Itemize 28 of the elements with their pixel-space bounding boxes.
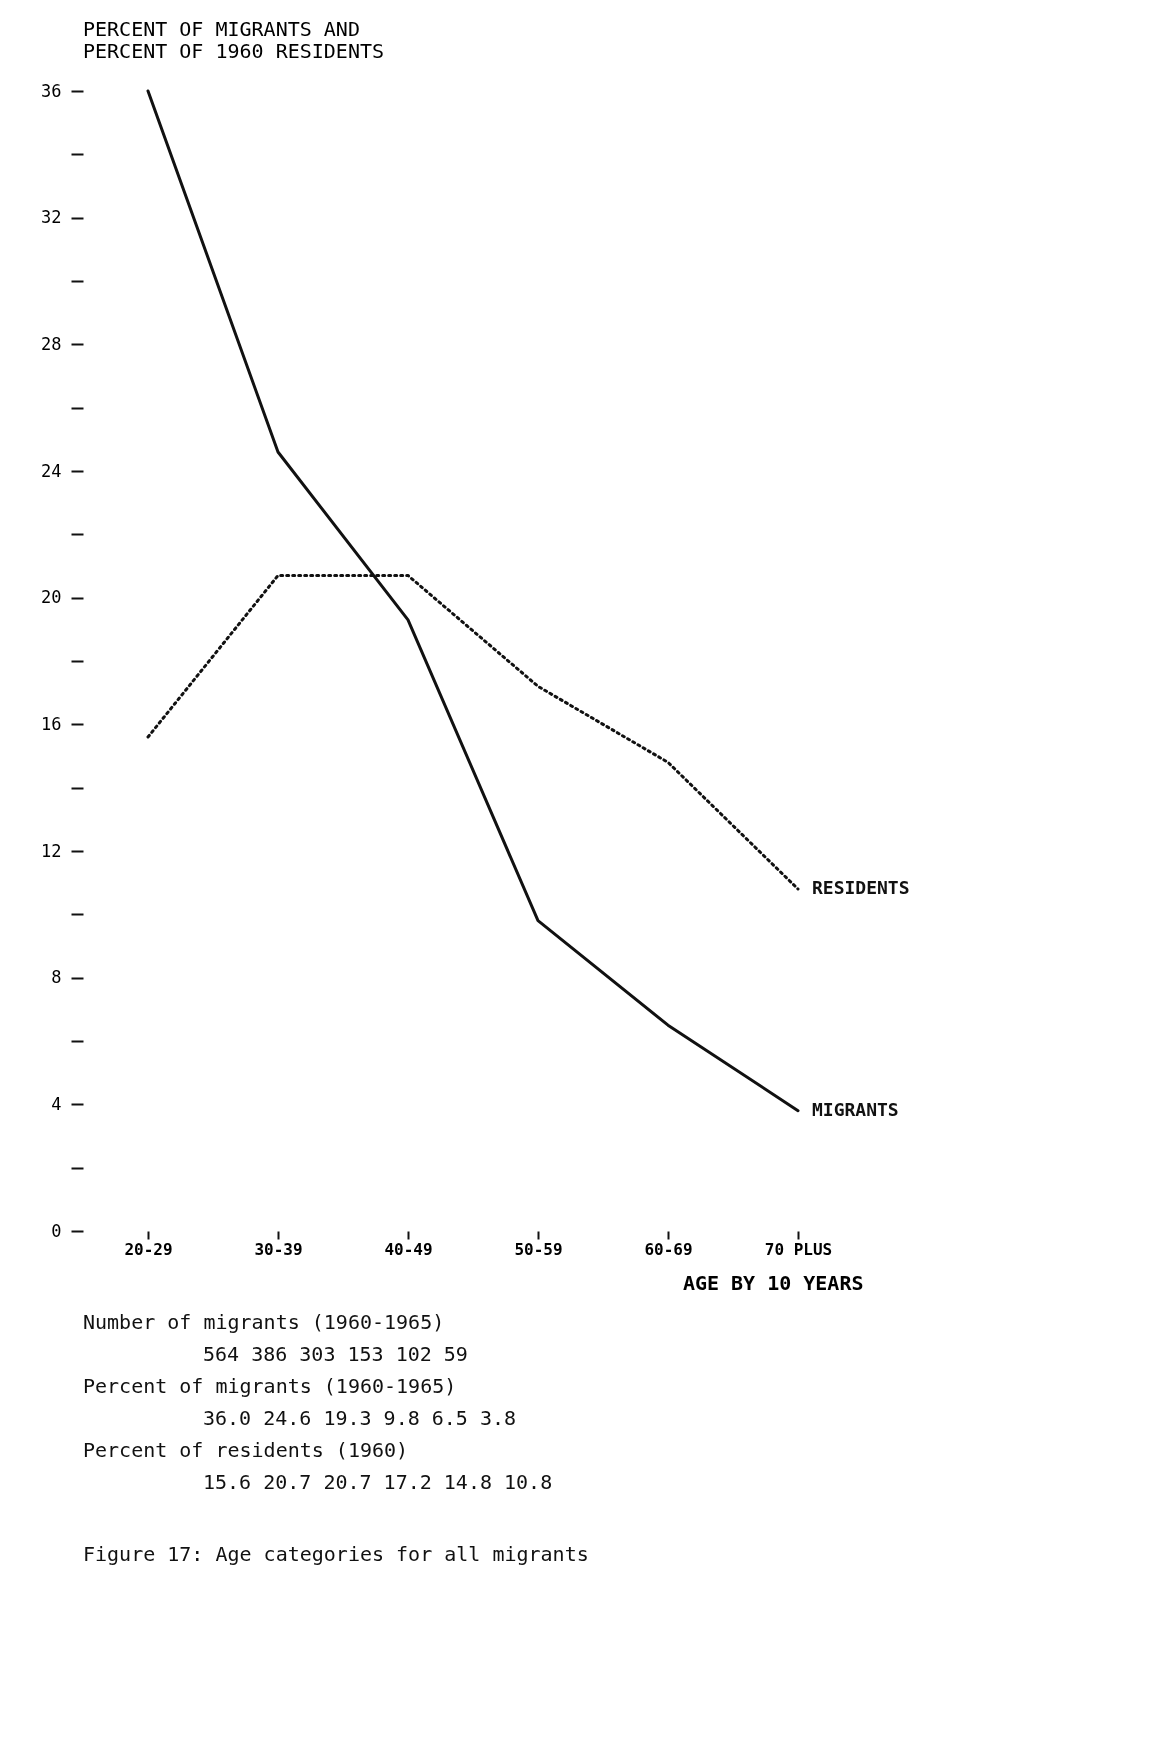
y-tick-label: 28 xyxy=(41,333,62,354)
series-label: MIGRANTS xyxy=(812,1098,899,1120)
text: Percent of residents (1960) xyxy=(83,1438,409,1462)
y-tick-label: 0 xyxy=(51,1220,62,1241)
line-series xyxy=(146,89,800,1113)
y-tick-label: 4 xyxy=(51,1093,62,1114)
x-axis-title: AGE BY 10 YEARS xyxy=(682,1270,864,1295)
x-tick-label: 60-69 xyxy=(644,1239,693,1259)
y-tick-label: 36 xyxy=(41,80,62,101)
y-tick-label: 24 xyxy=(41,460,62,481)
y-axis-title: PERCENT OF MIGRANTS AND PERCENT OF 1960 RESIDENTS xyxy=(83,17,385,63)
x-tick-label: 30-39 xyxy=(254,1239,303,1259)
y-tick-label: 16 xyxy=(41,713,62,734)
x-tick-label: 40-49 xyxy=(384,1239,433,1259)
text: Percent of migrants (1960-1965) xyxy=(83,1374,457,1398)
text: 36.0 24.6 19.3 9.8 6.5 3.8 xyxy=(203,1406,517,1430)
y-tick-label: 32 xyxy=(41,207,62,228)
text: 564 386 303 153 102 59 xyxy=(203,1342,468,1366)
x-tick-label: 20-29 xyxy=(124,1239,173,1259)
x-tick-label: 50-59 xyxy=(514,1239,563,1259)
y-tick-label: 12 xyxy=(41,840,62,861)
caption: Figure 17: Age categories for all migrants xyxy=(83,1542,589,1566)
text: 15.6 20.7 20.7 17.2 14.8 10.8 xyxy=(203,1470,553,1494)
text: Number of migrants (1960-1965) xyxy=(83,1310,445,1334)
series-label: RESIDENTS xyxy=(812,877,910,898)
y-tick-label: 8 xyxy=(51,967,62,988)
x-tick-label: 70 PLUS xyxy=(764,1239,833,1259)
y-tick-label: 20 xyxy=(41,587,62,608)
